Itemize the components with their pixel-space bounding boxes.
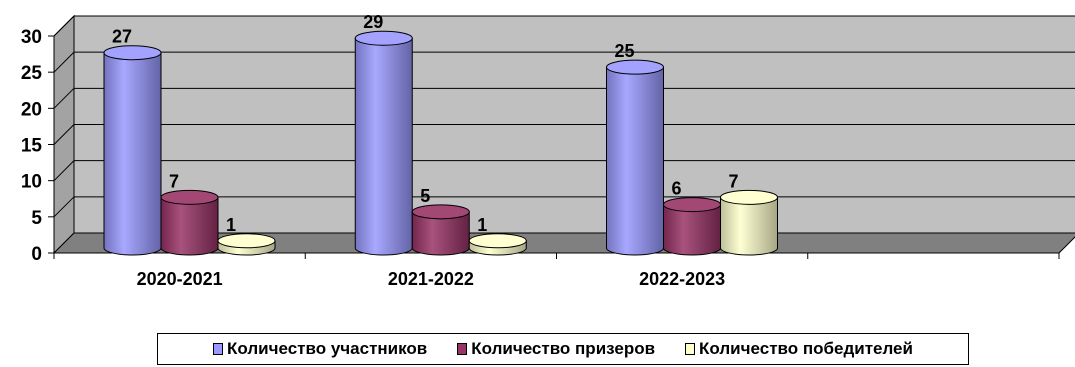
gridline <box>53 87 1075 109</box>
bar-body <box>720 196 778 256</box>
bar-cylinder <box>720 189 778 256</box>
data-label: 29 <box>363 12 383 32</box>
chart-legend: Количество участников Количество призеро… <box>157 333 969 365</box>
bar-top <box>160 189 219 205</box>
bar-body <box>606 66 664 256</box>
bar-cylinder <box>663 197 721 256</box>
bar-top <box>354 30 413 46</box>
gridline <box>53 160 1075 182</box>
legend-label-participants: Количество участников <box>227 339 428 358</box>
bar-top <box>720 189 778 205</box>
data-label: 1 <box>477 215 487 235</box>
legend-label-prizewinners: Количество призеров <box>471 339 656 358</box>
bar-top <box>606 59 664 75</box>
data-label: 7 <box>169 171 179 191</box>
bar-body <box>411 211 470 256</box>
bar-body <box>103 52 162 256</box>
gridline <box>53 51 1075 73</box>
y-tick-label: 5 <box>31 208 42 229</box>
bar-cylinder <box>160 189 219 256</box>
data-label: 1 <box>226 215 236 235</box>
y-tick-label: 20 <box>21 99 42 120</box>
gridline <box>53 15 1075 37</box>
bar-cylinder <box>217 233 276 256</box>
y-tick-label: 15 <box>21 136 43 157</box>
legend-item-participants: Количество участников <box>213 339 427 359</box>
y-tick-label: 10 <box>21 172 42 193</box>
y-tick-label: 0 <box>31 244 42 265</box>
y-tick-label: 25 <box>21 63 43 84</box>
legend-swatch-participants <box>213 343 224 355</box>
bar-cylinder <box>468 233 527 256</box>
legend-swatch-prizewinners <box>457 343 468 355</box>
data-label: 27 <box>112 27 132 47</box>
legend-item-winners: Количество победителей <box>685 339 913 359</box>
legend-label-winners: Количество победителей <box>699 339 913 358</box>
bar-body <box>354 37 413 256</box>
bar-cylinder <box>411 204 470 256</box>
x-category-label: 2020-2021 <box>137 269 223 289</box>
data-label: 6 <box>672 179 682 199</box>
bar-body <box>160 196 219 256</box>
bar-top <box>468 233 527 249</box>
bar-top <box>103 45 162 61</box>
data-label: 7 <box>729 171 739 191</box>
data-label: 5 <box>420 186 430 206</box>
x-category-label: 2022-2023 <box>639 269 725 289</box>
bar-cylinder <box>103 45 162 256</box>
y-tick-label: 30 <box>21 27 42 48</box>
bar-top <box>663 197 721 213</box>
gridline <box>53 124 1075 145</box>
data-label: 25 <box>615 41 635 61</box>
bar-top <box>217 233 276 249</box>
bar-top <box>411 204 470 220</box>
bar-cylinder <box>354 30 413 256</box>
x-category-label: 2021-2022 <box>388 269 474 289</box>
bar-body <box>663 204 721 256</box>
chart-plot-area: 0 5 10 15 20 25 30 2020-2021 27 7 1 2021-2022 29 5 1 20… <box>21 12 1075 289</box>
bar-cylinder <box>606 59 664 256</box>
legend-item-prizewinners: Количество призеров <box>457 339 655 359</box>
legend-swatch-winners <box>685 343 696 355</box>
